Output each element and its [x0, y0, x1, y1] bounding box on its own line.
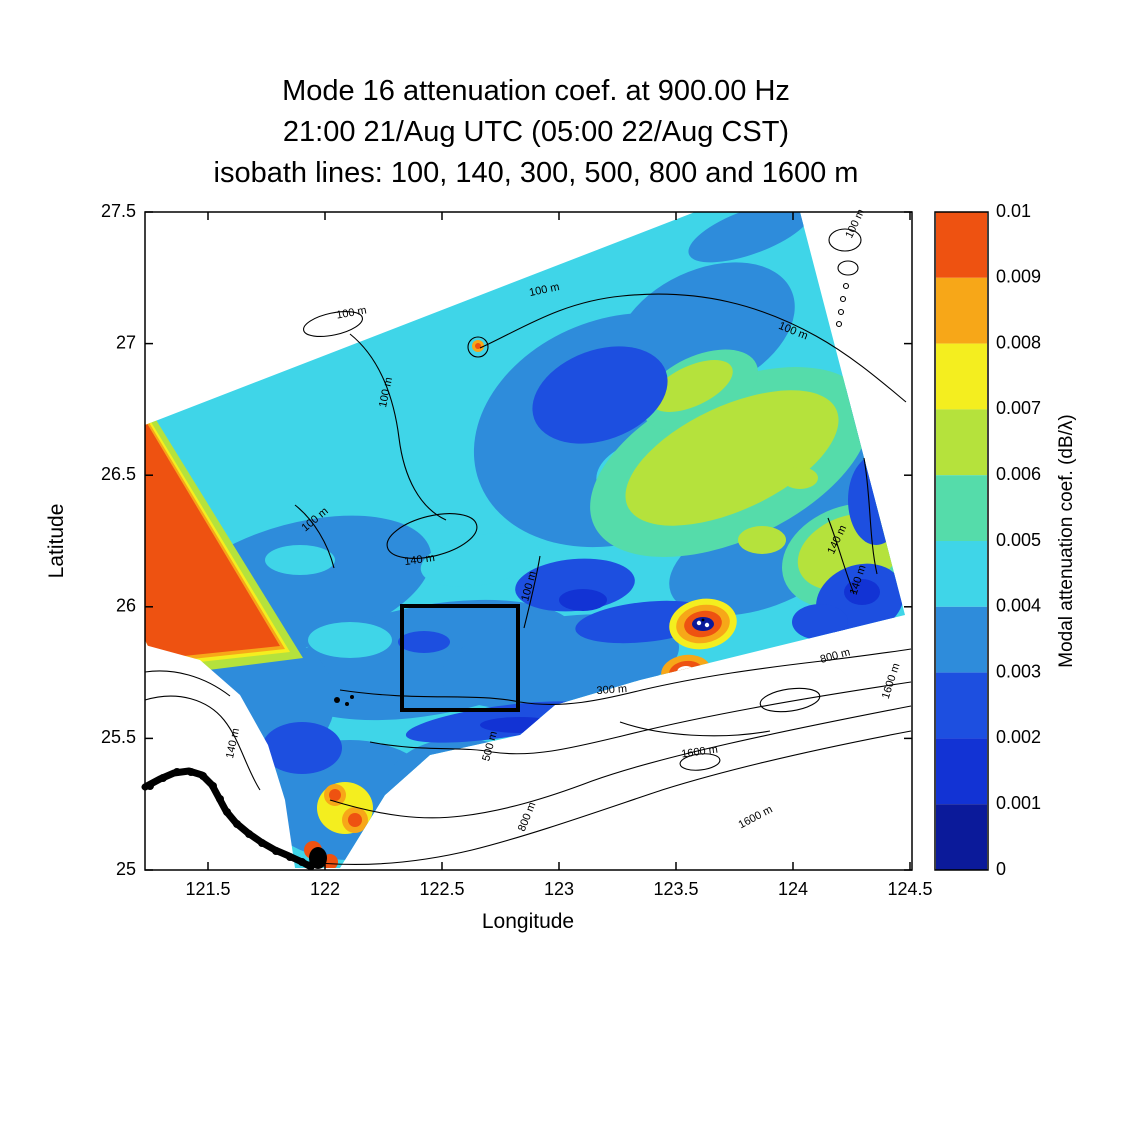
small-islands — [334, 695, 354, 706]
highlight-box — [400, 604, 520, 712]
colorbar-tick-label: 0 — [996, 859, 1006, 879]
y-tick-labels: 27.5 27 26.5 26 25.5 25 — [101, 201, 136, 879]
y-tick-label: 25.5 — [101, 727, 136, 747]
x-axis-label: Longitude — [482, 910, 574, 933]
isobath-label-300m: 300 m — [596, 683, 627, 697]
isobath-contours — [144, 228, 912, 865]
x-tick-label: 121.5 — [185, 879, 230, 899]
y-tick-label: 27 — [116, 332, 136, 352]
coastal-white-area — [145, 645, 295, 868]
colorbar: 0 0.001 0.002 0.003 0.004 0.005 0.006 0.… — [934, 201, 1077, 879]
colorbar-tick-label: 0.006 — [996, 464, 1041, 484]
isobath-label-140m: 140 m — [404, 552, 436, 568]
x-tick-label: 123 — [544, 879, 574, 899]
y-tick-label: 26.5 — [101, 464, 136, 484]
colorbar-tick-labels: 0 0.001 0.002 0.003 0.004 0.005 0.006 0.… — [996, 201, 1041, 879]
colorbar-bands — [936, 212, 987, 870]
x-tick-label: 122 — [310, 879, 340, 899]
y-tick-label: 25 — [116, 859, 136, 879]
attenuation-field — [145, 212, 905, 868]
colorbar-tick-label: 0.005 — [996, 530, 1041, 550]
colorbar-frame — [934, 211, 989, 871]
field-deepest-blue-spots — [480, 579, 880, 733]
field-small-spot — [472, 340, 484, 352]
title-line-2: 21:00 21/Aug UTC (05:00 22/Aug CST) — [283, 116, 789, 148]
x-tick-labels: 121.5 122 122.5 123 123.5 124 124.5 — [185, 879, 932, 899]
taiwan-coastline — [141, 767, 327, 871]
title-line-3: isobath lines: 100, 140, 300, 500, 800 a… — [214, 157, 859, 189]
figure-title: Mode 16 attenuation coef. at 900.00 Hz 2… — [214, 75, 859, 189]
colorbar-axis-label: Modal attenuation coef. (dB/λ) — [1056, 414, 1077, 667]
x-tick-label: 124.5 — [887, 879, 932, 899]
colorbar-tick-label: 0.001 — [996, 793, 1041, 813]
colorbar-tick-label: 0.008 — [996, 332, 1041, 352]
colorbar-tick-label: 0.003 — [996, 661, 1041, 681]
isobath-label-800m: 800 m — [516, 800, 539, 833]
colorbar-tick-label: 0.009 — [996, 267, 1041, 287]
y-axis-label: Latitude — [45, 504, 68, 579]
axis-tick-marks — [145, 211, 912, 871]
colorbar-tick-label: 0.01 — [996, 201, 1031, 221]
colorbar-tick-label: 0.007 — [996, 398, 1041, 418]
axes-box — [144, 211, 913, 871]
title-line-1: Mode 16 attenuation coef. at 900.00 Hz — [282, 75, 790, 107]
x-tick-label: 122.5 — [419, 879, 464, 899]
isobath-label-1600m: 1600 m — [880, 662, 903, 701]
field-nearshore-hotspots — [304, 782, 373, 868]
isobath-label-1600m: 1600 m — [681, 744, 719, 761]
field-eddy-1 — [669, 598, 737, 650]
field-northwest-hotspot — [145, 402, 303, 678]
y-tick-label: 27.5 — [101, 201, 136, 221]
isobath-label-800m: 800 m — [819, 646, 852, 666]
colorbar-tick-label: 0.002 — [996, 727, 1041, 747]
y-tick-label: 26 — [116, 596, 136, 616]
x-tick-label: 124 — [778, 879, 808, 899]
colorbar-tick-label: 0.004 — [996, 596, 1041, 616]
isobath-label-100m: 100 m — [335, 304, 367, 321]
x-tick-label: 123.5 — [653, 879, 698, 899]
isobath-label-1600m: 1600 m — [737, 803, 775, 831]
